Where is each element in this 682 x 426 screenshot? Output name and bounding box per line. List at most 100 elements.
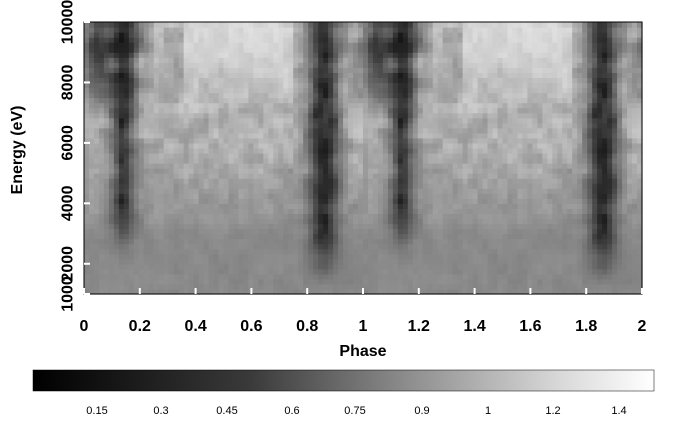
heatmap-cell	[228, 152, 235, 159]
heatmap-cell	[238, 228, 245, 235]
heatmap-cell	[402, 248, 409, 255]
heatmap-cell	[512, 258, 519, 265]
heatmap-cell	[218, 163, 225, 169]
heatmap-cell	[422, 137, 429, 144]
heatmap-cell	[437, 57, 444, 63]
heatmap-cell	[103, 87, 110, 94]
heatmap-cell	[338, 213, 344, 220]
heatmap-cell	[123, 142, 130, 149]
heatmap-cell	[288, 42, 294, 48]
heatmap-cell	[168, 233, 175, 240]
heatmap-cell	[148, 62, 155, 68]
heatmap-cell	[492, 72, 499, 79]
heatmap-cell	[477, 32, 484, 38]
heatmap-cell	[168, 268, 175, 275]
heatmap-cell	[482, 32, 489, 38]
heatmap-cell	[407, 117, 414, 124]
heatmap-cell	[452, 183, 459, 189]
heatmap-cell	[502, 72, 509, 79]
heatmap-cell	[412, 238, 419, 245]
heatmap-cell	[358, 208, 364, 215]
heatmap-cell	[338, 168, 344, 174]
heatmap-cell	[158, 273, 165, 280]
heatmap-cell	[153, 203, 160, 209]
heatmap-cell	[442, 203, 449, 209]
heatmap-cell	[283, 57, 289, 63]
heatmap-cell	[323, 97, 329, 104]
heatmap-cell	[163, 168, 170, 174]
heatmap-cell	[427, 213, 434, 220]
heatmap-cell	[537, 72, 543, 79]
heatmap-cell	[422, 193, 429, 199]
heatmap-cell	[427, 198, 434, 204]
heatmap-cell	[367, 27, 374, 33]
heatmap-cell	[163, 82, 170, 89]
heatmap-cell	[108, 97, 115, 104]
heatmap-cell	[133, 183, 140, 189]
heatmap-cell	[467, 248, 474, 255]
heatmap-cell	[502, 112, 509, 119]
heatmap-cell	[338, 273, 344, 280]
heatmap-cell	[392, 243, 399, 250]
heatmap-cell	[437, 263, 444, 270]
heatmap-cell	[442, 213, 449, 220]
heatmap-cell	[84, 152, 90, 159]
heatmap-cell	[153, 258, 160, 265]
heatmap-cell	[517, 22, 524, 28]
heatmap-cell	[482, 288, 489, 295]
heatmap-cell	[88, 92, 95, 99]
heatmap-cell	[288, 32, 294, 38]
heatmap-cell	[84, 42, 90, 48]
heatmap-cell	[158, 62, 165, 68]
heatmap-cell	[462, 127, 469, 134]
heatmap-cell	[432, 22, 439, 28]
heatmap-cell	[417, 243, 424, 250]
heatmap-cell	[303, 163, 309, 169]
heatmap-cell	[472, 213, 479, 220]
heatmap-cell	[353, 57, 359, 63]
heatmap-cell	[487, 268, 494, 275]
heatmap-cell	[348, 117, 354, 124]
heatmap-cell	[198, 57, 205, 63]
heatmap-cell	[258, 168, 264, 174]
heatmap-cell	[178, 238, 185, 245]
heatmap-cell	[193, 223, 200, 230]
heatmap-cell	[223, 243, 230, 250]
heatmap-cell	[492, 52, 499, 58]
heatmap-cell	[477, 223, 484, 230]
heatmap-cell	[387, 27, 394, 33]
heatmap-cell	[377, 62, 384, 68]
heatmap-cell	[432, 183, 439, 189]
heatmap-cell	[343, 248, 349, 255]
heatmap-cell	[472, 258, 479, 265]
heatmap-cell	[417, 102, 424, 109]
heatmap-cell	[333, 97, 339, 104]
heatmap-cell	[462, 52, 469, 58]
heatmap-cell	[198, 127, 205, 134]
heatmap-cell	[532, 137, 538, 144]
heatmap-cell	[133, 127, 140, 134]
heatmap-cell	[188, 183, 195, 189]
heatmap-cell	[412, 248, 419, 255]
heatmap-cell	[93, 193, 100, 199]
heatmap-cell	[472, 77, 479, 84]
heatmap-cell	[208, 283, 215, 290]
heatmap-cell	[128, 52, 135, 58]
heatmap-cell	[268, 253, 274, 260]
heatmap-cell	[123, 127, 130, 134]
heatmap-cell	[193, 147, 200, 154]
heatmap-cell	[412, 183, 419, 189]
heatmap-cell	[288, 218, 294, 225]
heatmap-cell	[472, 42, 479, 48]
heatmap-cell	[208, 127, 215, 134]
heatmap-cell	[253, 42, 259, 48]
heatmap-cell	[283, 258, 289, 265]
heatmap-cell	[358, 168, 364, 174]
heatmap-cell	[308, 208, 314, 215]
heatmap-cell	[338, 203, 344, 209]
heatmap-cell	[392, 188, 399, 194]
heatmap-cell	[243, 188, 250, 194]
heatmap-cell	[103, 62, 110, 68]
heatmap-cell	[108, 278, 115, 285]
heatmap-cell	[422, 243, 429, 250]
